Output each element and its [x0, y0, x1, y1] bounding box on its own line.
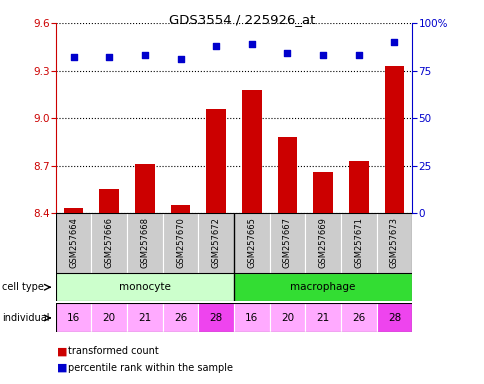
Bar: [64, 209, 83, 213]
Text: 16: 16: [245, 313, 258, 323]
Bar: [163, 213, 198, 273]
Text: 28: 28: [387, 313, 400, 323]
Bar: [170, 205, 190, 213]
Point: [283, 50, 291, 56]
Bar: [56, 273, 233, 301]
Point: [212, 43, 220, 49]
Bar: [56, 213, 91, 273]
Bar: [233, 273, 411, 301]
Point: [105, 54, 113, 60]
Bar: [269, 303, 305, 332]
Bar: [233, 303, 269, 332]
Text: 21: 21: [316, 313, 329, 323]
Text: 28: 28: [209, 313, 222, 323]
Text: GSM257672: GSM257672: [211, 217, 220, 268]
Text: GSM257670: GSM257670: [176, 217, 185, 268]
Text: 16: 16: [67, 313, 80, 323]
Bar: [305, 303, 340, 332]
Bar: [376, 213, 411, 273]
Text: ■: ■: [57, 346, 68, 356]
Text: GSM257664: GSM257664: [69, 217, 78, 268]
Text: GDS3554 / 225926_at: GDS3554 / 225926_at: [169, 13, 315, 26]
Point: [176, 56, 184, 62]
Text: 21: 21: [138, 313, 151, 323]
Text: ■: ■: [57, 363, 68, 373]
Text: GSM257673: GSM257673: [389, 217, 398, 268]
Text: percentile rank within the sample: percentile rank within the sample: [68, 363, 232, 373]
Text: individual: individual: [2, 313, 50, 323]
Text: GSM257666: GSM257666: [105, 217, 114, 268]
Bar: [91, 303, 127, 332]
Text: GSM257667: GSM257667: [282, 217, 291, 268]
Bar: [233, 213, 269, 273]
Text: 26: 26: [174, 313, 187, 323]
Bar: [305, 213, 340, 273]
Bar: [340, 213, 376, 273]
Bar: [348, 161, 368, 213]
Text: GSM257668: GSM257668: [140, 217, 149, 268]
Text: macrophage: macrophage: [290, 282, 355, 292]
Text: cell type: cell type: [2, 282, 44, 292]
Bar: [340, 303, 376, 332]
Text: monocyte: monocyte: [119, 282, 170, 292]
Bar: [163, 303, 198, 332]
Bar: [198, 303, 234, 332]
Point: [390, 39, 397, 45]
Bar: [135, 164, 154, 213]
Text: GSM257669: GSM257669: [318, 217, 327, 268]
Point: [354, 52, 362, 58]
Bar: [269, 213, 305, 273]
Bar: [198, 213, 234, 273]
Bar: [56, 303, 91, 332]
Text: GSM257665: GSM257665: [247, 217, 256, 268]
Text: transformed count: transformed count: [68, 346, 158, 356]
Bar: [127, 303, 163, 332]
Point: [318, 52, 326, 58]
Bar: [277, 137, 297, 213]
Bar: [127, 213, 163, 273]
Bar: [91, 213, 127, 273]
Text: 20: 20: [280, 313, 293, 323]
Bar: [313, 172, 332, 213]
Text: 26: 26: [351, 313, 364, 323]
Bar: [242, 89, 261, 213]
Text: GSM257671: GSM257671: [353, 217, 363, 268]
Point: [247, 41, 255, 47]
Point: [70, 54, 77, 60]
Point: [141, 52, 149, 58]
Bar: [206, 109, 226, 213]
Text: 20: 20: [103, 313, 116, 323]
Bar: [376, 303, 411, 332]
Bar: [384, 66, 403, 213]
Bar: [99, 189, 119, 213]
